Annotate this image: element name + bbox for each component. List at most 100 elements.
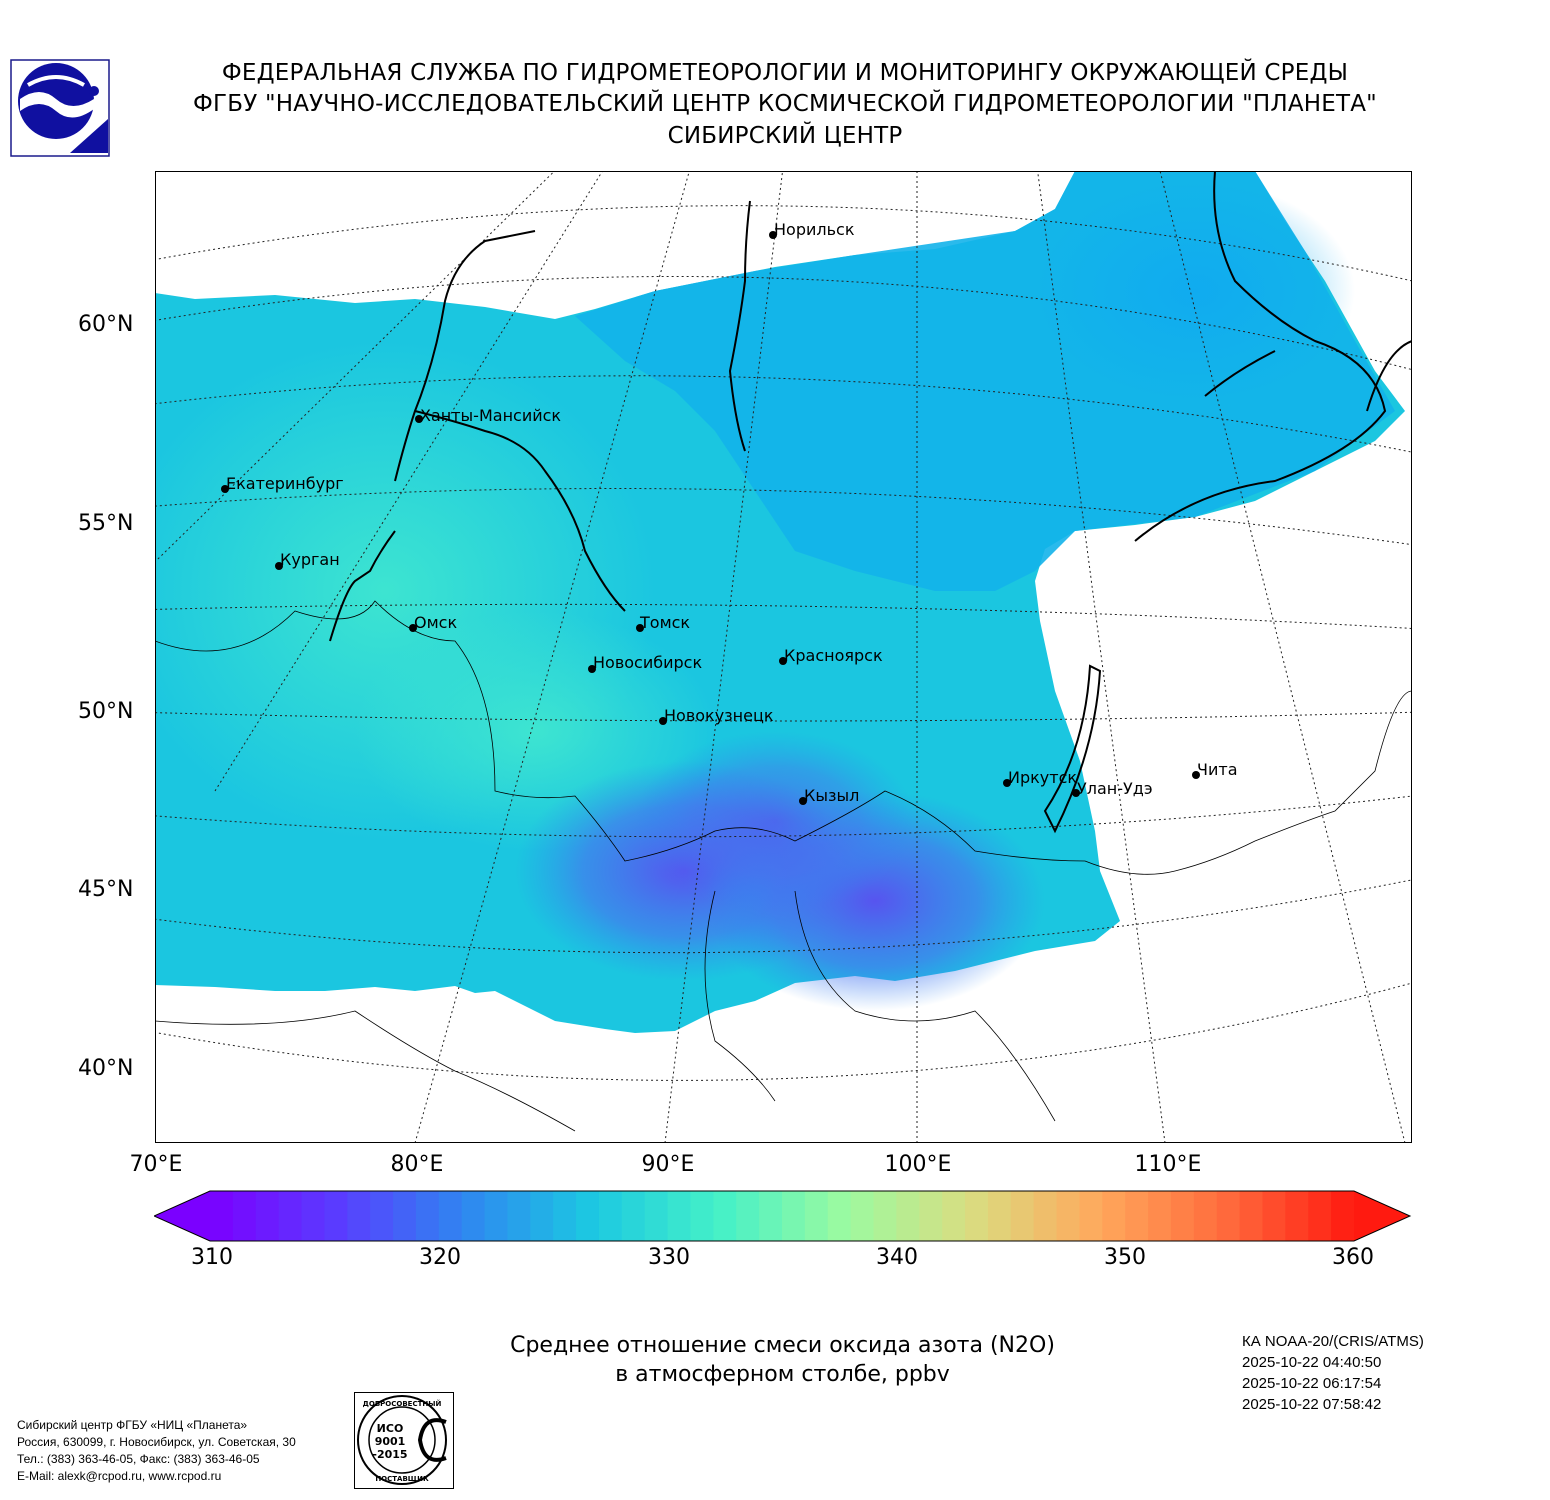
city-label: Новокузнецк [664,706,774,725]
lon-label: 90°E [641,1152,695,1177]
colorbar-segment [1285,1191,1309,1241]
colorbar-segment [415,1191,440,1241]
colorbar-segment [942,1191,966,1241]
satellite-time-1: 2025-10-22 04:40:50 [1242,1354,1382,1371]
colorbar-segment [1216,1191,1241,1241]
colorbar-segment [713,1191,737,1241]
header-line-2: ФГБУ "НАУЧНО-ИССЛЕДОВАТЕЛЬСКИЙ ЦЕНТР КОС… [193,91,1377,117]
colorbar-segment [576,1191,600,1241]
footer-line-2: Россия, 630099, г. Новосибирск, ул. Сове… [17,1435,296,1449]
iso-badge: ДОБРОСОВЕСТНЫЙ ИСО 9001 -2015 ПОСТАВЩИК [354,1392,454,1489]
city-label: Курган [280,550,340,569]
colorbar-segment [827,1191,852,1241]
colorbar [154,1190,1412,1242]
city-markers [221,231,1200,805]
colorbar-segment [1170,1191,1195,1241]
colorbar-segments [154,1191,1410,1241]
header-line-1: ФЕДЕРАЛЬНАЯ СЛУЖБА ПО ГИДРОМЕТЕОРОЛОГИИ … [221,60,1349,86]
colorbar-segment [1331,1191,1355,1241]
colorbar-segment [507,1191,531,1241]
colorbar-segment [1148,1191,1172,1241]
iso-l2: 9001 [375,1435,406,1448]
satellite-time-3: 2025-10-22 07:58:42 [1242,1396,1382,1413]
city-label: Омск [414,613,457,632]
purple-blob-3 [635,731,915,911]
colorbar-segment [896,1191,920,1241]
colorbar-segment [461,1191,486,1241]
city-label: Томск [639,613,690,632]
blue-blob-north [1035,181,1355,401]
colorbar-segment [1308,1191,1332,1241]
city-label: Ханты-Мансийск [420,406,561,425]
colorbar-segment [484,1191,509,1241]
lon-label: 80°E [390,1152,444,1177]
colorbar-arrow-min [154,1191,210,1241]
lon-label: 110°E [1134,1152,1202,1177]
iso-l1: ИСО [377,1422,404,1435]
colorbar-segment [1262,1191,1286,1241]
colorbar-tick: 350 [1104,1245,1146,1270]
colorbar-tick: 360 [1332,1245,1374,1270]
planeta-logo [10,59,110,157]
lat-label: 45°N [78,877,134,902]
colorbar-segment [255,1191,280,1241]
header-line-3: СИБИРСКИЙ ЦЕНТР [667,123,903,149]
colorbar-segment [530,1191,554,1241]
colorbar-segment [1239,1191,1264,1241]
lon-label: 70°E [129,1152,183,1177]
footer-line-3: Тел.: (383) 363-46-05, Факс: (383) 363-4… [17,1452,260,1466]
lat-label: 50°N [78,699,134,724]
city-label: Чита [1197,760,1238,779]
lat-label: 60°N [78,312,134,337]
colorbar-segment [690,1191,714,1241]
n2o-map: Норильск Ханты-Мансийск Екатеринбург Кур… [155,171,1412,1143]
satellite-name: КА NOAA-20/(CRIS/ATMS) [1242,1333,1424,1350]
footer-line-4: E-Mail: alexk@rcpod.ru, www.rcpod.ru [17,1469,222,1483]
colorbar-segment [393,1191,417,1241]
colorbar-segment [598,1191,623,1241]
colorbar-segment [873,1191,897,1241]
lat-label: 55°N [78,511,134,536]
colorbar-segment [232,1191,257,1241]
colorbar-segment [667,1191,692,1241]
colorbar-segment [965,1191,989,1241]
colorbar-segment [347,1191,371,1241]
borders [155,600,1412,1132]
colorbar-tick: 330 [648,1245,690,1270]
footer-line-1: Сибирский центр ФГБУ «НИЦ «Планета» [17,1418,248,1432]
colorbar-tick: 320 [419,1245,461,1270]
colorbar-tick: 310 [191,1245,233,1270]
colorbar-segment [278,1191,303,1241]
city-label: Красноярск [784,646,883,665]
graticule [155,171,1412,1143]
colorbar-segment [736,1191,760,1241]
colorbar-segment [1056,1191,1081,1241]
lon-label: 100°E [884,1152,952,1177]
colorbar-segment [210,1191,234,1241]
city-label: Иркутск [1008,768,1077,787]
colorbar-arrow-max [1354,1191,1410,1241]
lat-label: 40°N [78,1056,134,1081]
colorbar-segment [850,1191,875,1241]
colorbar-segment [438,1191,463,1241]
colorbar-segment [1079,1191,1103,1241]
colorbar-segment [1102,1191,1126,1241]
iso-top-text: ДОБРОСОВЕСТНЫЙ [363,1399,442,1408]
colorbar-tick: 340 [876,1245,918,1270]
map-title-line-2: в атмосферном столбе, ppbv [615,1362,950,1387]
colorbar-segment [759,1191,783,1241]
colorbar-segment [1125,1191,1149,1241]
iso-l3: -2015 [372,1448,407,1461]
colorbar-outline [154,1190,1412,1242]
colorbar-segment [644,1191,669,1241]
satellite-time-2: 2025-10-22 06:17:54 [1242,1375,1382,1392]
colorbar-segment [1010,1191,1035,1241]
city-label: Норильск [774,220,855,239]
colorbar-segment [987,1191,1012,1241]
colorbar-segment [919,1191,943,1241]
colorbar-segment [1033,1191,1058,1241]
city-label: Кызыл [804,786,859,805]
colorbar-segment [804,1191,829,1241]
colorbar-segment [621,1191,646,1241]
iso-bottom-text: ПОСТАВЩИК [375,1475,429,1483]
